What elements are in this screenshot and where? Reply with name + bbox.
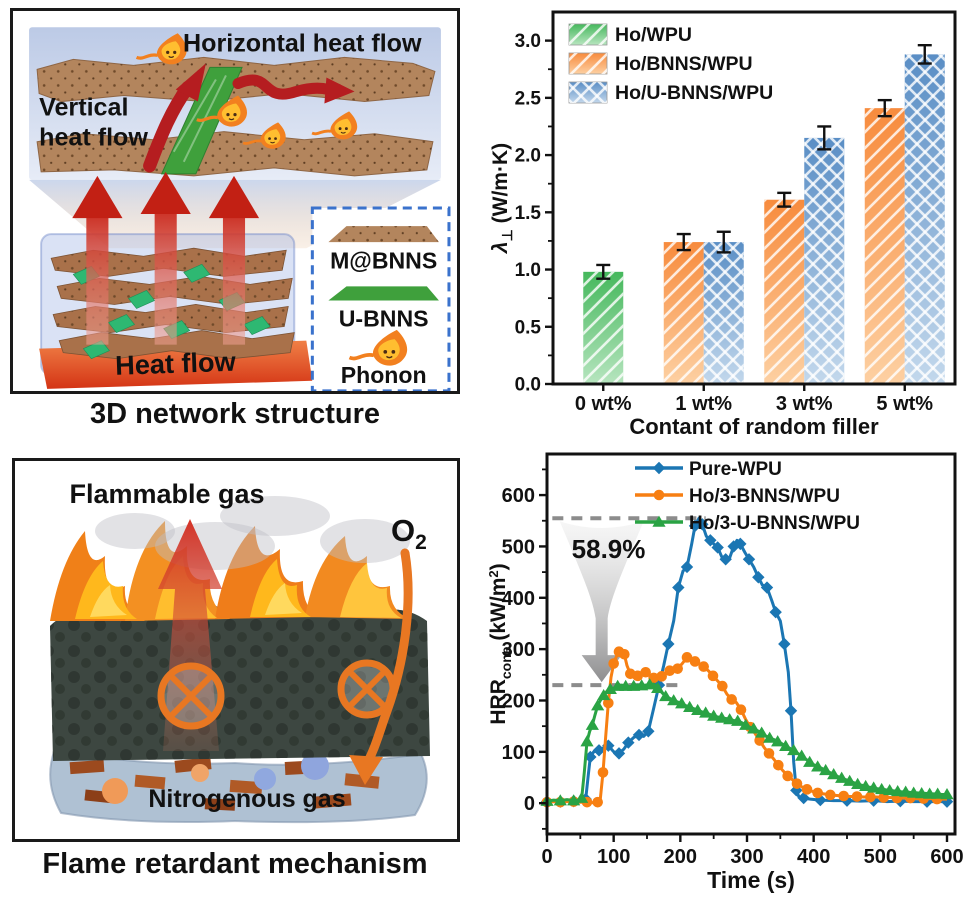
gas-sphere-orange xyxy=(191,764,209,782)
mbnns-sheet-icon xyxy=(328,226,439,243)
legend-entry: Ho/3-BNNS/WPU xyxy=(635,486,840,507)
ubnns-sheet-icon xyxy=(328,286,439,301)
y-tick-label: 500 xyxy=(502,536,535,558)
vertical-heat-arrow xyxy=(143,63,206,173)
bar xyxy=(864,98,905,384)
y-tick-label: 3.0 xyxy=(515,31,541,52)
3d-network-illustration: Horizontal heat flow Vertical heat flow xyxy=(29,27,451,393)
bar xyxy=(904,43,945,384)
vertical-heat-flow-label: Vertical xyxy=(39,94,128,122)
legend-label: M@BNNS xyxy=(330,247,437,273)
reduction-funnel-arrow xyxy=(559,521,644,683)
x-tick-label: 1 wt% xyxy=(675,393,732,415)
nitrogenous-gas-label: Nitrogenous gas xyxy=(148,785,345,813)
gas-sphere-orange xyxy=(102,778,128,804)
caption-3d-network: 3D network structure xyxy=(89,398,381,430)
blocked-symbol-icon xyxy=(157,662,225,730)
y-tick-label: 0 xyxy=(524,793,535,815)
bar xyxy=(703,230,744,384)
bar xyxy=(764,191,805,384)
horizontal-heat-arrow xyxy=(232,74,355,104)
y-tick-label: 100 xyxy=(502,742,535,764)
oxygen-arrow xyxy=(349,548,413,785)
bar xyxy=(804,125,845,384)
horizontal-heat-flow-label: Horizontal heat flow xyxy=(183,29,422,57)
flame-mechanism-illustration: O2 Flammable gas Nitrogenous gas xyxy=(49,479,430,824)
x-tick-label: 0 xyxy=(541,846,552,868)
svg-text:Ho/3-U-BNNS/WPU: Ho/3-U-BNNS/WPU xyxy=(689,513,860,534)
legend-label: Phonon xyxy=(341,362,427,388)
y-tick-label: 1.0 xyxy=(515,260,541,281)
y-tick-label: 400 xyxy=(502,588,535,610)
x-tick-label: 600 xyxy=(930,846,963,868)
reduction-percent-label: 58.9% xyxy=(572,534,646,564)
y-tick-label: 1.5 xyxy=(515,203,542,224)
nitrogenous-substrate xyxy=(49,747,428,824)
composite-block: Heat flow xyxy=(39,171,313,389)
x-tick-label: 300 xyxy=(730,846,763,868)
illustration-legend: M@BNNS U-BNNS Phonon xyxy=(310,206,451,393)
x-axis-title: Contant of random filler xyxy=(629,414,879,439)
x-tick-label: 0 wt% xyxy=(575,393,632,415)
gas-sphere-blue xyxy=(301,752,329,780)
bar xyxy=(663,232,704,384)
legend-entry: Ho/BNNS/WPU xyxy=(568,52,753,75)
svg-text:Ho/BNNS/WPU: Ho/BNNS/WPU xyxy=(615,53,753,75)
legend-entry: Ho/3-U-BNNS/WPU xyxy=(635,513,860,534)
y-tick-label: 2.0 xyxy=(515,146,541,167)
panel-flame-mechanism: O2 Flammable gas Nitrogenous gas xyxy=(12,458,460,842)
y-axis-title: λ⊥ (W/m·K) xyxy=(489,143,515,254)
x-axis-title: Time (s) xyxy=(707,867,795,893)
gas-sphere-blue xyxy=(254,768,276,790)
plot-frame xyxy=(551,10,957,386)
oxygen-label: O2 xyxy=(391,513,427,554)
flammable-gas-arrow xyxy=(158,519,222,751)
y-tick-label: 0.0 xyxy=(515,375,541,396)
vertical-heat-flow-label: heat flow xyxy=(39,124,148,152)
y-tick-label: 0.5 xyxy=(515,317,542,338)
x-tick-label: 3 wt% xyxy=(776,393,833,415)
bar xyxy=(583,263,624,384)
heat-flow-label: Heat flow xyxy=(115,346,237,381)
svg-text:Pure-WPU: Pure-WPU xyxy=(689,459,782,480)
char-layer xyxy=(50,602,430,761)
x-tick-label: 500 xyxy=(864,846,897,868)
y-tick-label: 2.5 xyxy=(515,88,542,109)
y-tick-label: 600 xyxy=(502,485,535,507)
magnified-inset: Horizontal heat flow Vertical heat flow xyxy=(29,27,441,249)
y-axis-title: HRRcone (kW/m2) xyxy=(486,563,514,724)
hrr-chart: 58.9% 0 100 200 300 400 500 600 0 100 200 300 400 500… xyxy=(486,452,963,893)
x-tick-label: 200 xyxy=(664,846,697,868)
x-tick-label: 400 xyxy=(797,846,830,868)
svg-text:Ho/3-BNNS/WPU: Ho/3-BNNS/WPU xyxy=(689,486,840,507)
svg-text:Ho/WPU: Ho/WPU xyxy=(615,24,692,46)
x-tick-label: 100 xyxy=(597,846,630,868)
legend-entry: Ho/U-BNNS/WPU xyxy=(568,81,773,104)
y-tick-label: 200 xyxy=(502,690,535,712)
plot-frame xyxy=(545,452,957,836)
legend-label: U-BNNS xyxy=(339,306,429,332)
panel-3d-network: Horizontal heat flow Vertical heat flow xyxy=(10,8,460,394)
series-Ho/3-U-BNNS/WPU xyxy=(540,678,954,806)
thermal-conductivity-chart: 0.0 0.5 1.0 1.5 2.0 2.5 3.0 0 wt% 1 wt% 3 wt% 5 wt… xyxy=(489,10,957,439)
y-tick-label: 300 xyxy=(502,639,535,661)
legend-entry: Ho/WPU xyxy=(568,23,692,46)
legend-entry: Pure-WPU xyxy=(635,459,782,480)
caption-flame-mechanism: Flame retardant mechanism xyxy=(42,848,428,880)
flammable-gas-label: Flammable gas xyxy=(69,479,264,509)
upward-heat-arrows xyxy=(72,171,260,345)
x-tick-label: 5 wt% xyxy=(876,393,933,415)
svg-text:Ho/U-BNNS/WPU: Ho/U-BNNS/WPU xyxy=(615,82,773,104)
